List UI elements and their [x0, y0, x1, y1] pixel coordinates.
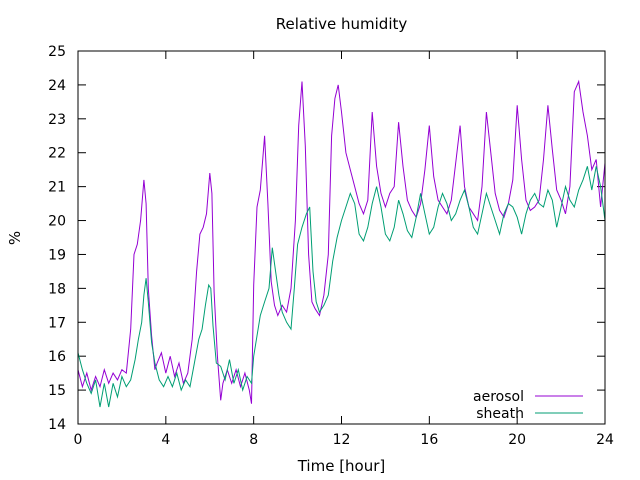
chart-title: Relative humidity — [276, 15, 408, 33]
x-tick-label: 4 — [161, 432, 170, 448]
y-tick-label: 24 — [48, 78, 66, 94]
series-line-aerosol — [77, 79, 606, 404]
y-tick-label: 14 — [48, 417, 66, 433]
x-tick-label: 0 — [74, 432, 83, 448]
plot-series — [77, 79, 606, 408]
y-tick-label: 16 — [48, 349, 66, 365]
y-tick-label: 22 — [48, 146, 66, 162]
x-tick-label: 16 — [420, 432, 438, 448]
y-tick-label: 20 — [48, 214, 66, 230]
legend-label-sheath: sheath — [476, 406, 524, 422]
y-tick-label: 19 — [48, 247, 66, 263]
x-tick-label: 12 — [333, 432, 351, 448]
y-tick-label: 21 — [48, 180, 66, 196]
y-tick-label: 18 — [48, 281, 66, 297]
x-tick-label: 8 — [249, 432, 258, 448]
x-axis-ticks: 0 4 8 12 16 20 24 — [74, 51, 614, 448]
y-axis-label: % — [6, 231, 24, 245]
x-axis-label: Time [hour] — [297, 457, 386, 475]
y-tick-label: 17 — [48, 315, 66, 331]
x-tick-label: 20 — [508, 432, 526, 448]
plot-frame — [77, 50, 606, 425]
series-line-sheath — [77, 166, 606, 408]
legend-label-aerosol: aerosol — [473, 389, 524, 405]
x-tick-label: 24 — [596, 432, 614, 448]
y-tick-label: 15 — [48, 383, 66, 399]
y-axis-ticks: 14 15 16 17 18 19 20 21 22 23 24 25 — [48, 44, 605, 433]
y-tick-label: 25 — [48, 44, 66, 60]
y-tick-label: 23 — [48, 112, 66, 128]
